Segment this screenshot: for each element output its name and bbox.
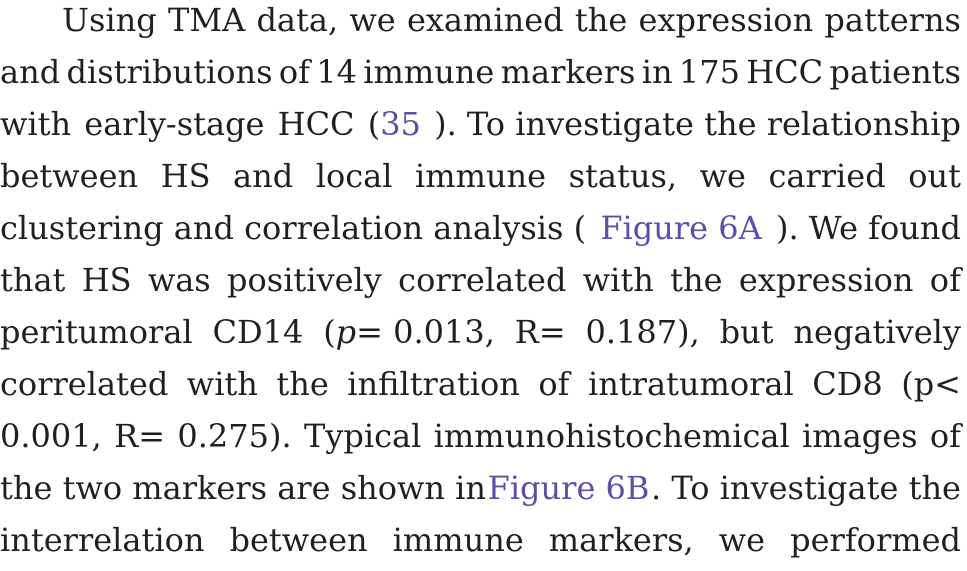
word: expression: [638, 1, 814, 39]
word: TMA: [167, 1, 246, 39]
p-value-group: (p= 0.013,: [323, 306, 495, 358]
word: infiltration: [347, 365, 520, 403]
figure-6a-link[interactable]: Figure 6A: [600, 209, 762, 247]
word: interrelation: [0, 521, 205, 559]
figure-6b-link[interactable]: Figure 6B: [487, 469, 650, 507]
paragraph-line-11: interrelation between immune markers, we…: [0, 514, 961, 566]
word: the: [276, 365, 329, 403]
paragraph-line-5: clustering and correlation analysis ( Fi…: [0, 202, 961, 254]
word: of: [278, 53, 310, 91]
word: we: [699, 157, 746, 195]
word: CD8: [812, 365, 883, 403]
word: but: [719, 313, 774, 351]
p-symbol: p: [335, 313, 357, 351]
word: with: [186, 365, 258, 403]
word: was: [147, 261, 211, 299]
word: that: [0, 261, 66, 299]
word: Using: [62, 1, 157, 39]
open-paren: (: [323, 313, 336, 351]
word: correlated: [398, 261, 567, 299]
word: between: [0, 157, 139, 195]
word: out: [908, 157, 961, 195]
word: data,: [256, 1, 339, 39]
word: of: [929, 417, 961, 455]
word: peritumoral: [0, 313, 193, 351]
word: immune: [415, 157, 547, 195]
line-head: clustering and correlation analysis (: [0, 209, 587, 247]
open-paren: (: [367, 105, 381, 143]
paragraph-line-4: between HS and local immune status, we c…: [0, 150, 961, 202]
word: of: [929, 261, 961, 299]
paragraph-line-10: the two markers are shown in Figure 6B .…: [0, 462, 961, 514]
word: HS: [81, 261, 132, 299]
paragraph-line-3: with early-stage HCC (35 ). To investiga…: [0, 98, 961, 150]
paragraph-line-1: Using TMA data, we examined the expressi…: [62, 0, 961, 46]
word: markers,: [548, 521, 694, 559]
word: R=: [514, 313, 566, 351]
word: and: [0, 53, 61, 91]
reference-link-35[interactable]: 35: [380, 105, 421, 143]
paragraph-line-2: and distributions of 14 immune markers i…: [0, 46, 961, 98]
word: performed: [790, 521, 961, 559]
word: in: [641, 53, 673, 91]
word: between: [229, 521, 368, 559]
line-tail: . To investigate the: [651, 469, 961, 507]
word: HCC: [746, 53, 824, 91]
p-value: = 0.013,: [356, 313, 495, 351]
word: we: [349, 1, 396, 39]
word: and: [233, 157, 294, 195]
word: (p<: [901, 365, 961, 403]
word: patients: [829, 53, 961, 91]
word: HS: [160, 157, 211, 195]
word: immune: [392, 521, 524, 559]
word: we: [718, 521, 766, 559]
word: 14: [316, 53, 357, 91]
reference-group: (35: [368, 98, 421, 150]
paragraph-line-8: correlated with the infiltration of intr…: [0, 358, 961, 410]
word: negatively: [793, 313, 961, 351]
word: expression: [738, 261, 914, 299]
word: examined: [406, 1, 564, 39]
word: 0.187),: [585, 313, 700, 351]
word: immune: [363, 53, 495, 91]
word: the: [670, 261, 723, 299]
word: 175: [678, 53, 740, 91]
word: images: [802, 417, 918, 455]
line-head: the two markers are shown in: [0, 469, 486, 507]
paragraph-line-9: 0.001, R= 0.275). Typical immunohistoche…: [0, 410, 961, 462]
word: R=: [114, 417, 166, 455]
line-tail: ). To investigate the relationship: [434, 105, 961, 143]
word: immunohistochemical: [433, 417, 790, 455]
word: intratumoral: [587, 365, 794, 403]
word: the: [574, 1, 628, 39]
word: correlated: [0, 365, 169, 403]
word: with: [582, 261, 654, 299]
paragraph-line-6: that HS was positively correlated with t…: [0, 254, 961, 306]
word: 0.275).: [177, 417, 292, 455]
word: early-stage: [84, 105, 265, 143]
word: positively: [227, 261, 382, 299]
word: with: [0, 105, 72, 143]
word: of: [538, 365, 570, 403]
word: local: [315, 157, 393, 195]
word: patterns: [824, 1, 961, 39]
word: 0.001,: [0, 417, 102, 455]
line-tail: ). We found: [775, 209, 961, 247]
word: HCC: [277, 105, 355, 143]
paragraph-line-7: peritumoral CD14 (p= 0.013, R= 0.187), b…: [0, 306, 961, 358]
word: markers: [500, 53, 636, 91]
word: distributions: [66, 53, 273, 91]
word: Typical: [303, 417, 422, 455]
word: carried: [768, 157, 886, 195]
word: CD14: [212, 313, 304, 351]
word: status,: [568, 157, 678, 195]
